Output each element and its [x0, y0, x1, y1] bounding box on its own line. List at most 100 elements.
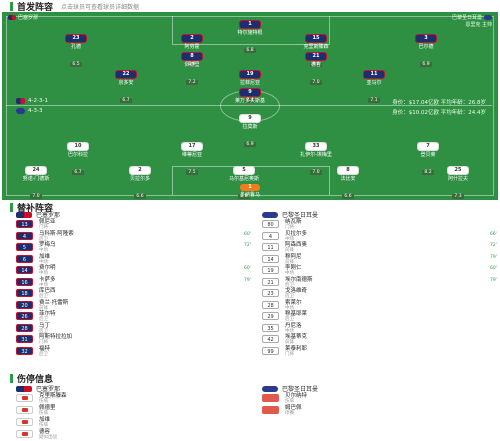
- player-info: 菲尔特 后卫: [39, 311, 56, 322]
- sub-player-row[interactable]: 31 阿斯特拉拉加 门将: [16, 334, 251, 346]
- sub-player-row[interactable]: 6 加维 中场: [16, 254, 251, 266]
- player-position: 中场: [285, 271, 294, 276]
- away-player[interactable]: 7 登贝莱 8.2: [408, 142, 448, 177]
- player-position: 门将: [39, 340, 48, 345]
- injury-row[interactable]: 姆巴佩 停赛: [262, 405, 497, 417]
- player-info: 穆阿尼 前锋: [285, 254, 302, 265]
- home-player-gk[interactable]: 1 特尔施特根 6.8: [230, 20, 270, 55]
- away-player[interactable]: 5 马尔基尼奥斯 6.8: [224, 166, 264, 200]
- subs-title: 替补阵容: [17, 203, 54, 214]
- sub-player-row[interactable]: 16 卡萨多 中场 79': [16, 277, 251, 289]
- sub-player-row[interactable]: 14 费尔明 中场 60': [16, 265, 251, 277]
- player-number: 23: [262, 289, 279, 297]
- sub-player-row[interactable]: 23 戈洛维奇 后卫: [262, 288, 497, 300]
- player-number: 99: [262, 346, 279, 355]
- injury-away-list: 巴黎圣日耳曼 贝尔纳特 伤病 姆巴佩 停赛: [262, 384, 497, 417]
- player-info: 莱泰利耶 门将: [285, 346, 307, 357]
- sub-player-row[interactable]: 19 李刚仁 中场 60': [262, 265, 497, 277]
- player-name: 维蒂尼亚: [181, 152, 202, 158]
- sub-player-row[interactable]: 4 马科斯·阿隆索 后卫 60': [16, 231, 251, 243]
- player-rating: 6.8: [186, 62, 198, 67]
- home-player[interactable]: 2 阿劳霍 6.8: [172, 34, 212, 69]
- player-kit: 15: [305, 34, 327, 43]
- lineup-note: 点击球员可查看球员详细数据: [61, 3, 140, 11]
- sub-player-row[interactable]: 18 库巴西 后卫: [16, 288, 251, 300]
- away-player[interactable]: 33 扎伊尔-埃梅里 7.0: [296, 142, 336, 177]
- sub-player-row[interactable]: 42 埃基蒂克 前锋: [262, 334, 497, 346]
- sub-player-row[interactable]: 99 莱泰利耶 门将: [262, 346, 497, 358]
- player-name: 佩德里: [184, 62, 200, 68]
- home-player[interactable]: 15 克里斯滕森 6.6: [296, 34, 336, 69]
- player-name: 穆基耶莱: [285, 311, 308, 317]
- home-team-tag[interactable]: 巴塞罗那: [8, 14, 38, 21]
- player-name: 加维: [39, 253, 51, 260]
- player-kit: 9: [239, 114, 261, 123]
- injury-title: 伤停信息: [17, 374, 54, 385]
- sub-player-row[interactable]: 4 贝拉尔多 中场 66': [262, 231, 497, 243]
- away-player[interactable]: 8 法比安 6.6: [328, 166, 368, 200]
- injury-row[interactable]: 加维 伤病: [16, 417, 251, 429]
- away-team-tag[interactable]: 巴黎圣日耳曼: [452, 14, 492, 21]
- sub-player-row[interactable]: 28 索莱尔 中场: [262, 300, 497, 312]
- player-position: 后卫: [39, 317, 48, 322]
- injury-status: 疑似出战: [39, 435, 57, 440]
- away-player[interactable]: 10 巴尔科拉 6.7: [58, 142, 98, 177]
- injury-row[interactable]: 佩德里 伤病: [16, 405, 251, 417]
- home-player[interactable]: 22 京多安 6.7: [106, 70, 146, 105]
- player-name: 巴尔科拉: [67, 152, 88, 158]
- injury-icon: [16, 430, 33, 438]
- sub-player-row[interactable]: 80 纳瓦斯 门将: [262, 219, 497, 231]
- player-name: 卡萨多: [39, 276, 56, 283]
- away-player[interactable]: 25 阿什拉夫 7.3: [438, 166, 478, 200]
- player-name: 阿劳霍: [184, 44, 200, 50]
- sub-player-row[interactable]: 26 菲尔特 后卫: [16, 311, 251, 323]
- player-rating: 8.2: [422, 170, 434, 175]
- home-player[interactable]: 8 佩德里 7.2: [172, 52, 212, 87]
- player-position: 后卫: [285, 294, 294, 299]
- home-formation-row: 4-2-3-1: [16, 98, 48, 104]
- injury-home-team: 巴塞罗那: [16, 384, 251, 393]
- home-team-name: 巴塞罗那: [18, 15, 39, 21]
- sub-player-row[interactable]: 35 丹尼洛 中场: [262, 323, 497, 335]
- home-player[interactable]: 11 亚马尔 7.1: [354, 70, 394, 105]
- player-info: 福特 后卫: [39, 346, 50, 357]
- sub-player-row[interactable]: 20 费兰·托雷斯 前锋: [16, 300, 251, 312]
- away-player[interactable]: 24 努诺·门德斯 7.0: [16, 166, 56, 200]
- sub-minute: 60': [244, 231, 251, 237]
- player-info: 马丁 后卫: [39, 323, 50, 334]
- subs-header: 替补阵容: [10, 201, 54, 214]
- away-formation: 4-3-3: [28, 108, 43, 114]
- home-player[interactable]: 19 拉菲尼亚 7.4: [230, 70, 270, 105]
- injury-row[interactable]: 德容 疑似出战: [16, 429, 251, 441]
- sub-player-row[interactable]: 13 佩尼亚 门将: [16, 219, 251, 231]
- player-number: 35: [262, 323, 279, 332]
- sub-player-row[interactable]: 28 马丁 后卫: [16, 323, 251, 335]
- away-player[interactable]: 9 拉莫斯 6.9: [230, 114, 270, 149]
- away-player[interactable]: 17 维蒂尼亚 7.5: [172, 142, 212, 177]
- sub-player-row[interactable]: 14 穆阿尼 前锋 79': [262, 254, 497, 266]
- injury-icon: [262, 406, 279, 414]
- away-player-gk[interactable]: 1 多纳鲁马: [230, 184, 270, 198]
- player-name: 李刚仁: [285, 265, 302, 271]
- player-position: 中场: [39, 248, 48, 253]
- sub-player-row[interactable]: 32 福特 后卫: [16, 346, 251, 358]
- player-info: 贝拉尔多 中场: [285, 231, 307, 242]
- player-number: 4: [16, 231, 33, 240]
- player-name: 马丁: [39, 322, 51, 329]
- home-player[interactable]: 23 孔德 6.5: [56, 34, 96, 69]
- sub-player-row[interactable]: 11 阿森西奥 前锋 72': [262, 242, 497, 254]
- sub-player-row[interactable]: 29 穆基耶莱 后卫: [262, 311, 497, 323]
- player-kit: 22: [115, 70, 137, 79]
- player-info: 贝尔纳特 伤病: [285, 393, 307, 404]
- home-player[interactable]: 3 巴尔德 6.9: [406, 34, 446, 69]
- sub-minute: 79': [490, 254, 497, 260]
- home-player[interactable]: 21 德容 7.0: [296, 52, 336, 87]
- injury-row[interactable]: 克里斯滕森 伤病: [16, 393, 251, 405]
- away-player[interactable]: 2 贝拉尔多 6.6: [120, 166, 160, 200]
- player-number: 28: [16, 323, 33, 332]
- sub-player-row[interactable]: 5 罗梅乌 中场 72': [16, 242, 251, 254]
- sub-player-row[interactable]: 21 埃尔南德斯 后卫 79': [262, 277, 497, 289]
- player-rating: 7.0: [30, 194, 42, 199]
- player-kit: 23: [65, 34, 87, 43]
- injury-row[interactable]: 贝尔纳特 伤病: [262, 393, 497, 405]
